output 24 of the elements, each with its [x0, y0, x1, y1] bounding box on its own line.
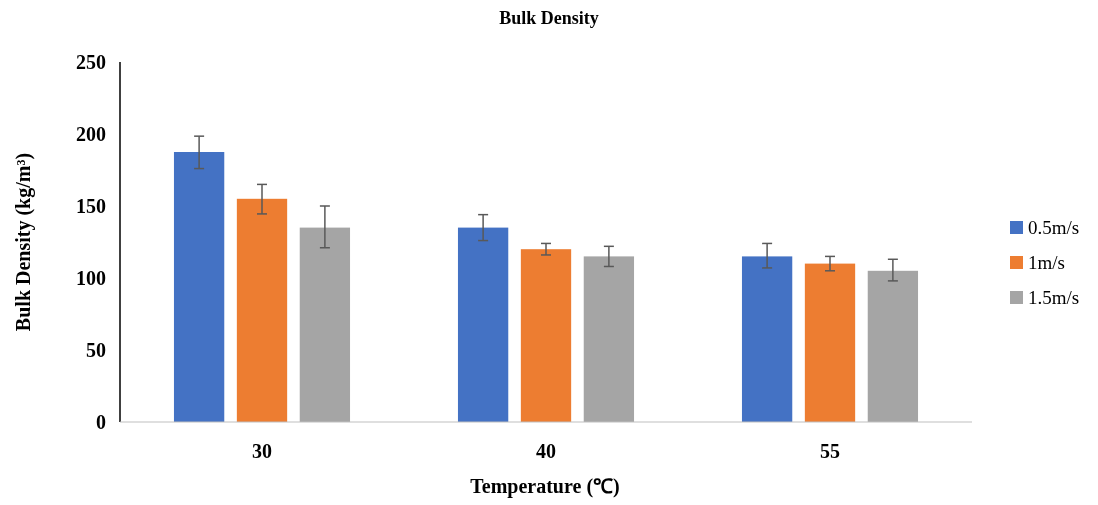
bar — [173, 152, 225, 422]
bar — [583, 256, 635, 422]
legend-label: 1m/s — [1028, 251, 1065, 273]
chart-title: Bulk Density — [499, 8, 599, 28]
y-tick-label: 200 — [76, 123, 106, 145]
bar — [520, 249, 572, 422]
x-axis-title: Temperature (℃) — [470, 475, 620, 498]
y-tick-label: 50 — [86, 339, 106, 361]
legend-label: 1.5m/s — [1028, 286, 1080, 308]
x-tick-label: 30 — [252, 440, 272, 462]
y-tick-label: 150 — [76, 195, 106, 217]
legend-label: 0.5m/s — [1028, 216, 1080, 238]
bar — [457, 227, 509, 422]
y-axis-title: Bulk Density (kg/m³) — [12, 152, 35, 332]
y-tick-label: 250 — [76, 51, 106, 73]
bar — [867, 270, 919, 422]
bar — [236, 198, 288, 422]
y-tick-label: 0 — [96, 411, 106, 433]
x-tick-label: 40 — [536, 440, 556, 462]
x-tick-label: 55 — [820, 440, 840, 462]
bar — [804, 263, 856, 422]
bar — [741, 256, 793, 422]
y-tick-label: 100 — [76, 267, 106, 289]
bar — [299, 227, 351, 422]
